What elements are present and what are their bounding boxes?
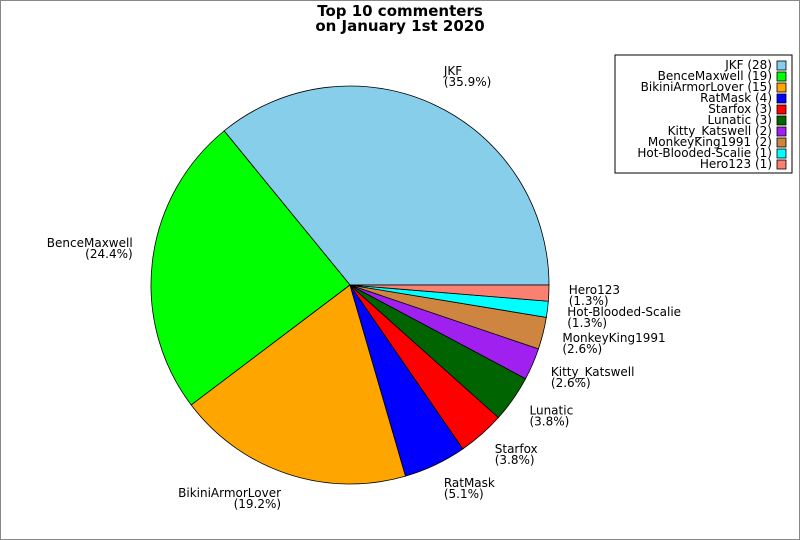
legend-label: RatMask (4) xyxy=(700,91,772,105)
pie-slice xyxy=(150,130,351,406)
legend-swatch xyxy=(776,137,787,148)
legend-label: Hot-Blooded-Scalie (1) xyxy=(637,146,772,160)
legend-label: Lunatic (3) xyxy=(708,113,773,127)
legend-label: MonkeyKing1991 (2) xyxy=(648,135,772,149)
legend-label: Starfox (3) xyxy=(708,102,772,116)
slice-value-label: (19.2%) xyxy=(234,497,281,511)
slice-value-label: (2.6%) xyxy=(562,342,602,356)
slice-value-label: (35.9%) xyxy=(444,75,491,89)
slice-value-label: (2.6%) xyxy=(551,376,591,390)
legend-swatch xyxy=(776,126,787,137)
legend-swatch xyxy=(776,115,787,126)
legend-swatch xyxy=(776,71,787,82)
slice-label: JKF xyxy=(443,64,462,78)
slice-label: Starfox xyxy=(495,442,538,456)
pie-slice xyxy=(190,284,407,485)
slice-value-label: (5.1%) xyxy=(444,487,484,501)
slice-label: Hero123 xyxy=(569,283,620,297)
slice-label: Kitty_Katswell xyxy=(551,365,635,379)
chart-subtitle: on January 1st 2020 xyxy=(315,17,484,35)
slice-value-label: (1.3%) xyxy=(567,316,607,330)
legend-swatch xyxy=(776,148,787,159)
slice-label: Hot-Blooded-Scalie xyxy=(567,305,681,319)
slice-value-label: (24.4%) xyxy=(85,247,132,261)
pie-slice xyxy=(223,85,550,286)
slice-value-label: (1.3%) xyxy=(569,294,609,308)
legend-label: Kitty_Katswell (2) xyxy=(668,124,772,138)
legend-swatch xyxy=(776,93,787,104)
slice-value-label: (3.8%) xyxy=(495,453,535,467)
legend-label: Hero123 (1) xyxy=(700,157,772,171)
chart-title: Top 10 commenters xyxy=(317,2,483,20)
slice-label: Lunatic xyxy=(529,403,573,417)
legend-swatch xyxy=(776,104,787,115)
slice-label: BikiniArmorLover xyxy=(178,486,281,500)
slice-label: MonkeyKing1991 xyxy=(562,331,665,345)
slice-label: BenceMaxwell xyxy=(47,236,133,250)
slice-value-label: (3.8%) xyxy=(529,414,569,428)
legend-label: BikiniArmorLover (15) xyxy=(641,80,772,94)
slice-label: RatMask xyxy=(444,476,495,490)
legend-swatch xyxy=(776,60,787,71)
legend-swatch xyxy=(776,159,787,170)
legend-box xyxy=(614,54,793,174)
pie-slice xyxy=(349,284,550,302)
legend-swatch xyxy=(776,82,787,93)
legend-label: JKF (28) xyxy=(724,58,772,72)
legend-label: BenceMaxwell (19) xyxy=(658,69,772,83)
